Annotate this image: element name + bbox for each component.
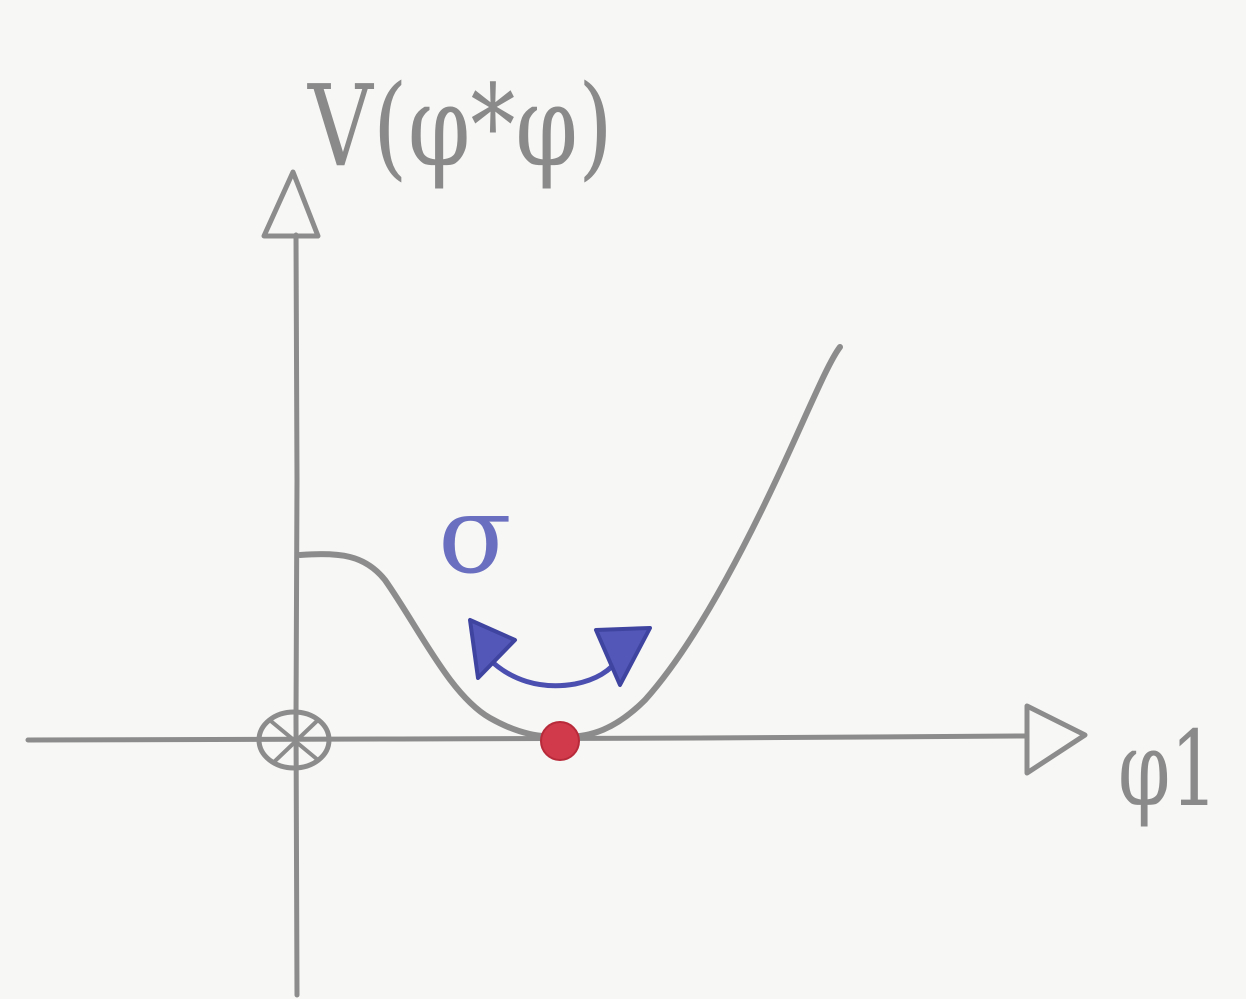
vertical-axis bbox=[261, 169, 321, 998]
mode-label: σ bbox=[438, 473, 512, 598]
y-axis-label: V(φ*φ) bbox=[306, 62, 613, 192]
minimum-dot bbox=[540, 721, 580, 761]
origin-marker bbox=[256, 709, 332, 771]
mode-arrow-right-head bbox=[594, 626, 652, 687]
x-axis-label: φ1 bbox=[1118, 708, 1218, 830]
horizontal-axis-arrowhead bbox=[1024, 703, 1088, 776]
mode-arrow-left-head bbox=[468, 618, 517, 680]
mode-arrow bbox=[468, 618, 652, 689]
vertical-axis-arrowhead bbox=[261, 169, 321, 239]
potential-curve bbox=[297, 344, 843, 740]
